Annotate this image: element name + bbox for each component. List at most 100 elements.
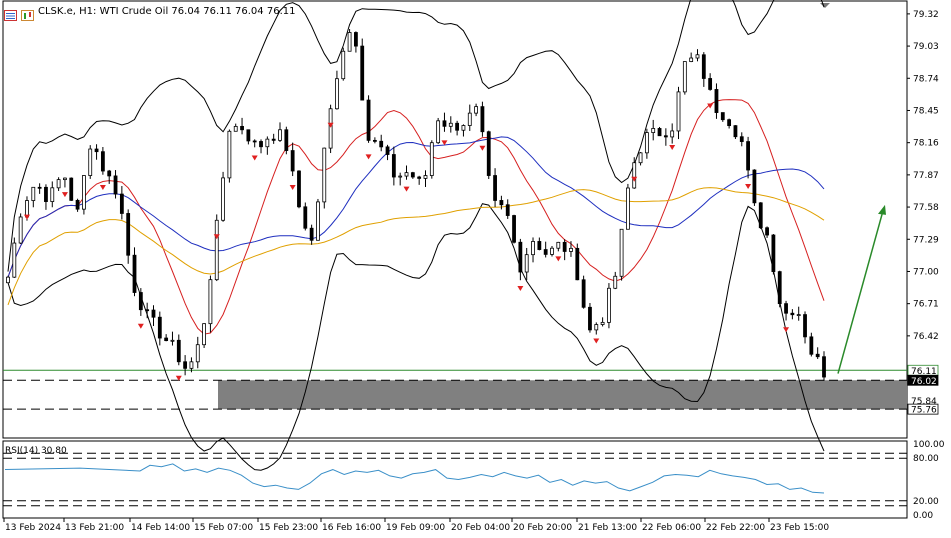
bearish-marker-icon — [745, 184, 752, 190]
candle-body — [632, 162, 637, 189]
bearish-marker-icon — [517, 286, 524, 292]
candle-body — [448, 122, 453, 127]
bearish-marker-icon — [403, 186, 410, 192]
candle-body — [771, 234, 776, 273]
candle-body — [714, 89, 719, 113]
time-tick-label: 21 Feb 13:00 — [578, 523, 637, 533]
price-tick-label: 77.29 — [913, 235, 939, 245]
ma-mid-line — [7, 136, 825, 278]
price-tick-label: 78.74 — [913, 74, 939, 84]
candlesticks — [6, 29, 826, 381]
candle-body — [429, 142, 434, 176]
chart-background — [2, 0, 908, 519]
chart-header: CLSK.e, H1: WTI Crude Oil 76.04 76.11 76… — [4, 2, 295, 21]
price-tick-label: 77.58 — [913, 203, 939, 213]
candle-body — [398, 175, 403, 178]
candle-body — [100, 151, 105, 172]
candle-body — [651, 128, 656, 133]
candle-body — [214, 219, 219, 281]
candle-body — [417, 176, 422, 179]
candle-body — [474, 106, 478, 114]
bearish-marker-icon — [365, 154, 372, 160]
candle-body — [663, 135, 668, 138]
bollinger-lower-band — [7, 203, 825, 471]
candle-body — [208, 279, 213, 325]
chart-window-icon[interactable] — [4, 6, 17, 21]
candle-body — [391, 154, 396, 178]
bearish-marker-icon — [479, 145, 486, 151]
candle-body — [708, 78, 713, 90]
ma-slow-line — [7, 187, 825, 306]
candle-body — [56, 179, 61, 189]
time-tick-label: 23 Feb 15:00 — [770, 523, 829, 533]
candle-body — [562, 241, 567, 252]
candle-body — [518, 241, 523, 273]
candle-body — [366, 99, 371, 141]
candle-body — [303, 206, 308, 229]
price-tick-label: 77.00 — [913, 267, 939, 277]
bearish-marker-icon — [213, 234, 220, 240]
price-tick-label: 78.45 — [913, 106, 939, 116]
candle-body — [176, 339, 181, 363]
candle-body — [670, 130, 675, 138]
candle-body — [695, 54, 700, 59]
price-tag-box — [907, 403, 939, 415]
candle-body — [107, 170, 112, 177]
candle-body — [575, 247, 580, 281]
candle-body — [746, 141, 750, 171]
candle-body — [784, 303, 788, 314]
bearish-marker-icon — [783, 327, 790, 333]
candle-body — [613, 275, 618, 289]
bearish-marker-icon — [23, 214, 30, 220]
candle-body — [689, 57, 694, 62]
candle-body — [252, 140, 257, 143]
candle-body — [626, 187, 630, 230]
price-tag-label: 75.76 — [911, 406, 937, 416]
candle-body — [297, 170, 301, 208]
candle-body — [37, 186, 42, 189]
candle-body — [499, 200, 504, 206]
candle-body — [151, 309, 156, 318]
candle-body — [524, 254, 529, 273]
ma-fast-line — [7, 99, 825, 335]
candle-body — [385, 146, 390, 155]
price-tick-label: 77.87 — [913, 171, 939, 181]
candle-body — [316, 201, 320, 241]
candle-body — [354, 32, 358, 47]
candle-body — [221, 177, 225, 221]
time-tick-label: 15 Feb 07:00 — [194, 523, 253, 533]
candle-body — [803, 314, 807, 338]
candle-body — [594, 324, 599, 331]
candle-body — [682, 61, 687, 93]
candle-body — [455, 122, 460, 131]
chart-properties-icon[interactable] — [21, 6, 34, 21]
candle-body — [164, 337, 169, 342]
bearish-marker-icon — [669, 144, 676, 150]
projection-arrow-head — [878, 204, 886, 215]
candle-body — [607, 287, 611, 323]
support-zone — [3, 369, 907, 410]
candle-body — [619, 228, 624, 277]
candle-body — [765, 227, 769, 236]
candle-body — [581, 279, 586, 308]
time-tick-label: 16 Feb 16:00 — [322, 523, 381, 533]
candle-body — [195, 344, 200, 363]
fractal-markers — [23, 103, 790, 381]
candle-body — [50, 187, 55, 202]
time-tick-label: 19 Feb 09:00 — [386, 523, 445, 533]
rsi-pane-border — [2, 440, 908, 519]
price-tag-label: 76.02 — [911, 377, 937, 387]
candle-body — [752, 169, 757, 204]
candle-body — [644, 132, 649, 154]
price-tick-label: 76.71 — [913, 300, 939, 310]
shift-marker-icon — [820, 3, 830, 8]
time-tick-label: 13 Feb 21:00 — [65, 523, 124, 533]
candle-body — [233, 125, 238, 132]
bearish-marker-icon — [61, 192, 68, 198]
candle-body — [505, 204, 510, 216]
bearish-marker-icon — [555, 256, 562, 262]
candle-body — [202, 323, 206, 346]
moving-averages — [7, 99, 825, 335]
candle-body — [423, 175, 428, 179]
